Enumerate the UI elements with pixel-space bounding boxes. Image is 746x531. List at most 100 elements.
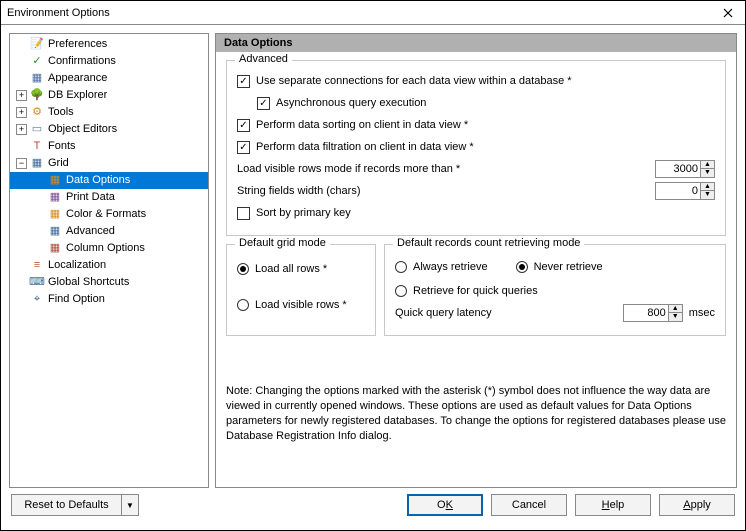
tree-item-label: Print Data xyxy=(66,189,115,206)
help-button[interactable]: Help xyxy=(575,494,651,516)
expand-icon[interactable]: + xyxy=(16,124,27,135)
reset-defaults-dropdown[interactable]: ▼ xyxy=(121,494,139,516)
tree-item-icon: ▦ xyxy=(47,224,63,240)
tree-item-confirmations[interactable]: ✓Confirmations xyxy=(10,53,208,70)
input-value: 3000 xyxy=(656,163,700,175)
radio-retrieve-quick[interactable]: Retrieve for quick queries xyxy=(395,281,715,301)
tree-item-appearance[interactable]: ▦Appearance xyxy=(10,70,208,87)
tree-item-object-editors[interactable]: +▭Object Editors xyxy=(10,121,208,138)
tree-item-label: Global Shortcuts xyxy=(48,274,129,291)
fieldset-advanced-legend: Advanced xyxy=(235,53,292,65)
radio-label: Always retrieve xyxy=(413,261,488,273)
opt-label: Load visible rows mode if records more t… xyxy=(237,163,655,175)
opt-separate-connections[interactable]: ✓ Use separate connections for each data… xyxy=(237,71,715,91)
visible-threshold-input[interactable]: 3000 ▲▼ xyxy=(655,160,715,178)
input-value: 0 xyxy=(656,185,700,197)
tree-item-icon: ▦ xyxy=(29,156,45,172)
tree-item-find-option[interactable]: ⌖Find Option xyxy=(10,291,208,308)
pane-title: Data Options xyxy=(216,34,736,52)
options-pane: Data Options Advanced ✓ Use separate con… xyxy=(215,33,737,488)
opt-label: String fields width (chars) xyxy=(237,185,655,197)
tree-item-column-options[interactable]: ▦Column Options xyxy=(10,240,208,257)
tree-item-tools[interactable]: +⚙Tools xyxy=(10,104,208,121)
tree-item-color-formats[interactable]: ▦Color & Formats xyxy=(10,206,208,223)
tree-item-localization[interactable]: ≡Localization xyxy=(10,257,208,274)
tree-item-grid[interactable]: −▦Grid xyxy=(10,155,208,172)
expand-icon[interactable]: + xyxy=(16,107,27,118)
cancel-button[interactable]: Cancel xyxy=(491,494,567,516)
opt-filter-client[interactable]: ✓ Perform data filtration on client in d… xyxy=(237,137,715,157)
input-value: 800 xyxy=(624,307,668,319)
radio-label: Retrieve for quick queries xyxy=(413,285,538,297)
close-button[interactable] xyxy=(717,4,739,22)
tree-item-print-data[interactable]: ▦Print Data xyxy=(10,189,208,206)
checkbox-icon: ✓ xyxy=(237,141,250,154)
collapse-icon[interactable]: − xyxy=(16,158,27,169)
quick-latency-label: Quick query latency xyxy=(395,307,623,319)
checkbox-icon: ✓ xyxy=(257,97,270,110)
tree-item-label: Color & Formats xyxy=(66,206,146,223)
spinner[interactable]: ▲▼ xyxy=(668,305,682,321)
opt-label: Asynchronous query execution xyxy=(276,97,426,109)
opt-visible-threshold-row: Load visible rows mode if records more t… xyxy=(237,159,715,179)
button-bar: Reset to Defaults ▼ OK Cancel Help Apply xyxy=(9,488,737,522)
radio-always-retrieve[interactable]: Always retrieve xyxy=(395,257,488,277)
checkbox-icon: ✓ xyxy=(237,119,250,132)
tree-item-label: Data Options xyxy=(66,172,130,189)
radio-never-retrieve[interactable]: Never retrieve xyxy=(516,257,603,277)
radio-label: Load visible rows * xyxy=(255,299,347,311)
window-title: Environment Options xyxy=(7,7,717,19)
tree-item-data-options[interactable]: ▦Data Options xyxy=(10,172,208,189)
quick-latency-unit: msec xyxy=(689,307,715,319)
titlebar: Environment Options xyxy=(1,1,745,25)
tree-item-label: DB Explorer xyxy=(48,87,107,104)
environment-options-window: Environment Options 📝Preferences✓Confirm… xyxy=(0,0,746,531)
ok-button[interactable]: OK xyxy=(407,494,483,516)
expand-icon[interactable]: + xyxy=(16,90,27,101)
radio-load-all[interactable]: Load all rows * xyxy=(237,259,365,279)
opt-sort-client[interactable]: ✓ Perform data sorting on client in data… xyxy=(237,115,715,135)
spinner[interactable]: ▲▼ xyxy=(700,183,714,199)
radio-icon xyxy=(237,299,249,311)
tree-item-label: Grid xyxy=(48,155,69,172)
spinner[interactable]: ▲▼ xyxy=(700,161,714,177)
tree-item-label: Confirmations xyxy=(48,53,116,70)
string-width-input[interactable]: 0 ▲▼ xyxy=(655,182,715,200)
opt-label: Perform data sorting on client in data v… xyxy=(256,119,468,131)
radio-load-visible[interactable]: Load visible rows * xyxy=(237,295,365,315)
tree-item-preferences[interactable]: 📝Preferences xyxy=(10,36,208,53)
opt-label: Use separate connections for each data v… xyxy=(256,75,572,87)
opt-async-query[interactable]: ✓ Asynchronous query execution xyxy=(237,93,715,113)
pane-body: Advanced ✓ Use separate connections for … xyxy=(216,52,736,487)
tree-item-fonts[interactable]: TFonts xyxy=(10,138,208,155)
tree-item-label: Preferences xyxy=(48,36,107,53)
tree-item-label: Appearance xyxy=(48,70,107,87)
quick-latency-input[interactable]: 800 ▲▼ xyxy=(623,304,683,322)
tree-item-label: Find Option xyxy=(48,291,105,308)
tree-item-icon: ⌖ xyxy=(29,292,45,308)
nav-tree[interactable]: 📝Preferences✓Confirmations▦Appearance+🌳D… xyxy=(9,33,209,488)
tree-item-global-shortcuts[interactable]: ⌨Global Shortcuts xyxy=(10,274,208,291)
tree-item-icon: ▦ xyxy=(47,207,63,223)
tree-item-icon: ≡ xyxy=(29,258,45,274)
top-region: 📝Preferences✓Confirmations▦Appearance+🌳D… xyxy=(9,33,737,488)
footnote: Note: Changing the options marked with t… xyxy=(226,384,726,443)
radio-label: Never retrieve xyxy=(534,261,603,273)
fieldset-grid-mode: Default grid mode Load all rows * Load v… xyxy=(226,244,376,336)
opt-sort-pk[interactable]: Sort by primary key xyxy=(237,203,715,223)
tree-item-db-explorer[interactable]: +🌳DB Explorer xyxy=(10,87,208,104)
fieldset-row: Default grid mode Load all rows * Load v… xyxy=(226,244,726,344)
tree-item-label: Localization xyxy=(48,257,106,274)
fieldset-grid-mode-legend: Default grid mode xyxy=(235,237,330,249)
tree-item-icon: ▦ xyxy=(29,71,45,87)
apply-button[interactable]: Apply xyxy=(659,494,735,516)
reset-defaults-button[interactable]: Reset to Defaults xyxy=(11,494,121,516)
fieldset-retrieve-mode: Default records count retrieving mode Al… xyxy=(384,244,726,336)
opt-label: Perform data filtration on client in dat… xyxy=(256,141,474,153)
tree-item-icon: ⌨ xyxy=(29,275,45,291)
tree-item-advanced[interactable]: ▦Advanced xyxy=(10,223,208,240)
reset-defaults-group: Reset to Defaults ▼ xyxy=(11,494,139,516)
tree-item-icon: T xyxy=(29,139,45,155)
radio-icon xyxy=(516,261,528,273)
tree-item-icon: ✓ xyxy=(29,54,45,70)
